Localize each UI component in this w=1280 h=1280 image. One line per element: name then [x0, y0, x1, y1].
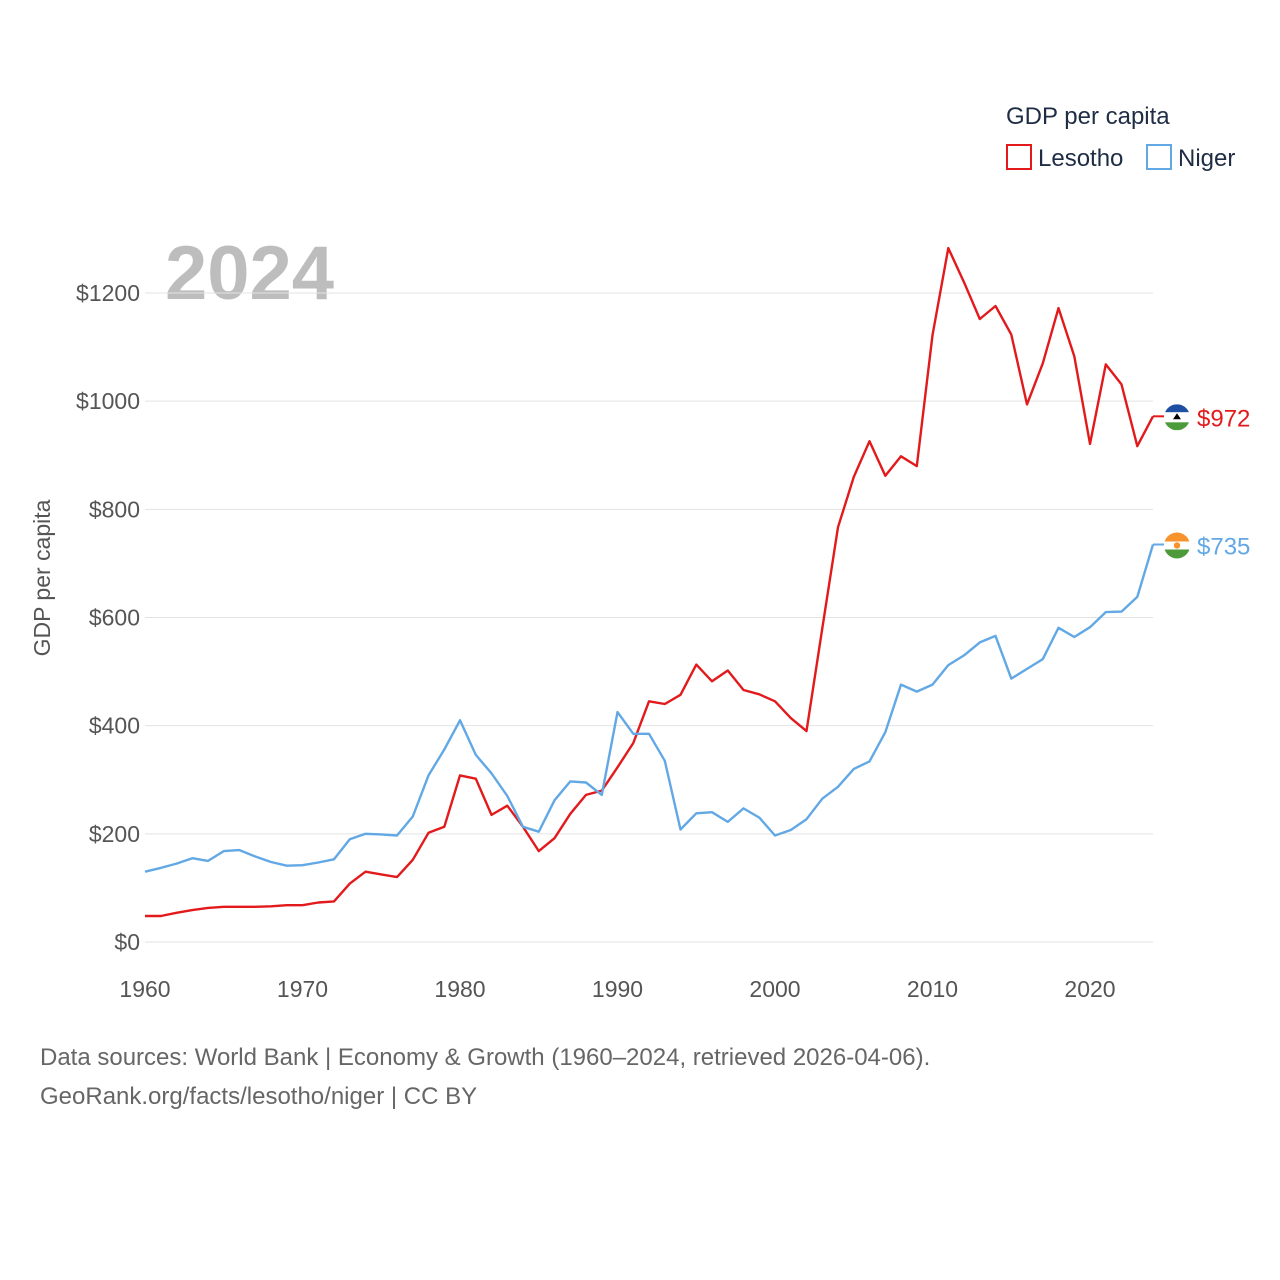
series-lines: [144, 246, 1155, 918]
attribution-link[interactable]: GeoRank.org/facts/lesotho/niger | CC BY: [40, 1083, 478, 1110]
y-tick-label: $1000: [76, 388, 140, 414]
x-tick-label: 1970: [277, 976, 328, 1002]
x-tick-label: 2000: [749, 976, 800, 1002]
legend-swatch-lesotho[interactable]: [1006, 144, 1032, 170]
y-axis-title: GDP per capita: [29, 499, 55, 656]
x-tick-label: 1990: [592, 976, 643, 1002]
niger-end-value: $735: [1197, 533, 1250, 560]
y-tick-label: $400: [89, 713, 140, 739]
legend-swatch-niger[interactable]: [1146, 144, 1172, 170]
y-tick-label: $1200: [76, 280, 140, 306]
lesotho-flag-icon: [1164, 404, 1190, 431]
x-tick-label: 1960: [119, 976, 170, 1002]
legend-label-lesotho[interactable]: Lesotho: [1038, 145, 1123, 172]
legend-label-niger[interactable]: Niger: [1178, 145, 1235, 172]
legend: GDP per capita Lesotho Niger: [1006, 103, 1235, 172]
gridlines: [145, 292, 1153, 943]
x-axis-ticks: 1960 1970 1980 1990 2000 2010 2020: [119, 976, 1115, 1002]
legend-title: GDP per capita: [1006, 103, 1170, 130]
lesotho-end-value: $972: [1197, 405, 1250, 432]
lesotho-end-marker: $972: [1153, 404, 1250, 432]
series-line-lesotho[interactable]: [145, 246, 1155, 918]
x-tick-label: 2010: [907, 976, 958, 1002]
x-tick-label: 2020: [1064, 976, 1115, 1002]
y-tick-label: $800: [89, 496, 140, 522]
x-tick-label: 1980: [434, 976, 485, 1002]
niger-flag-icon: [1164, 532, 1190, 559]
year-watermark: 2024: [165, 231, 334, 316]
niger-end-marker: $735: [1153, 532, 1250, 560]
source-note: Data sources: World Bank | Economy & Gro…: [40, 1044, 931, 1071]
y-axis-ticks: $0 $200 $400 $600 $800 $1000 $1200: [76, 280, 140, 955]
y-tick-label: $200: [89, 821, 140, 847]
y-tick-label: $0: [114, 929, 140, 955]
series-line-niger[interactable]: [144, 544, 1155, 873]
y-tick-label: $600: [89, 605, 140, 631]
